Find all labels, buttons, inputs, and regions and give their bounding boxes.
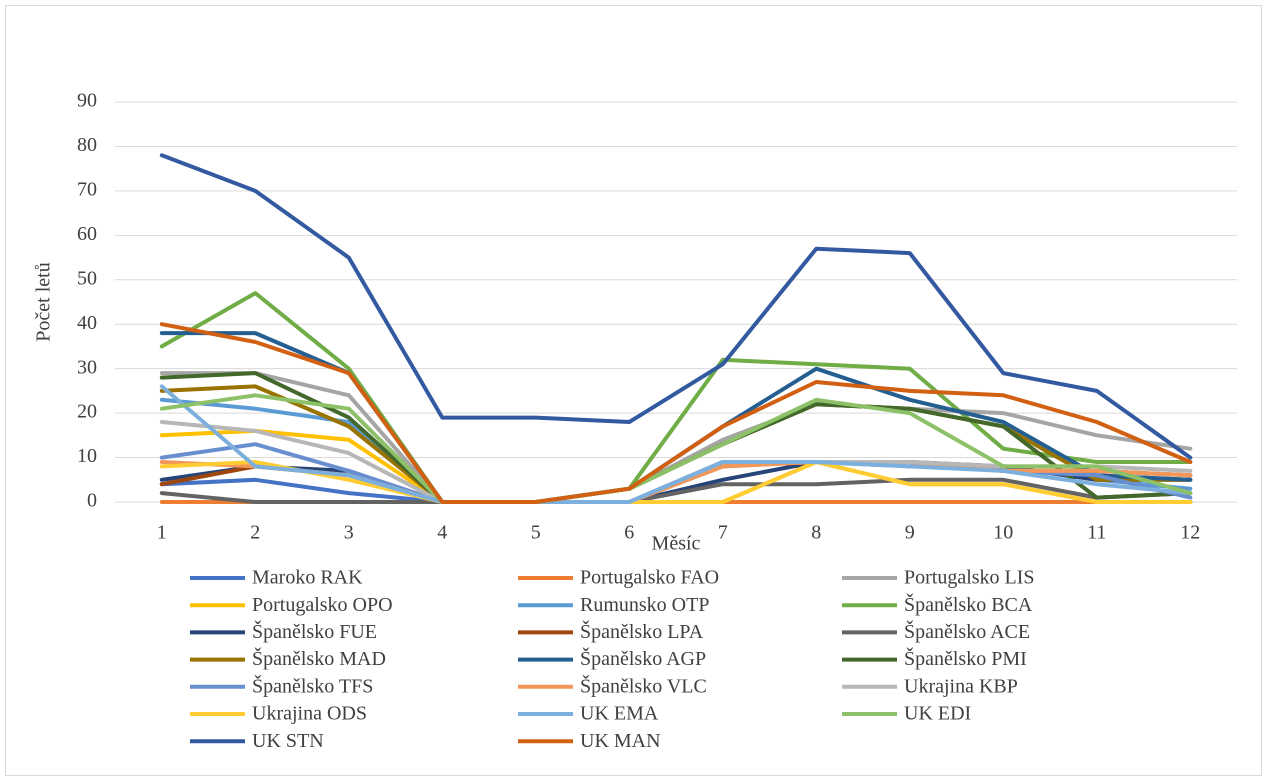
- y-tick-label: 30: [77, 356, 97, 378]
- legend-label: Španělsko PMI: [904, 646, 1027, 670]
- legend-label: UK MAN: [580, 730, 661, 752]
- y-tick-label: 0: [87, 490, 97, 512]
- x-tick-label: 3: [344, 522, 354, 544]
- legend-label: Španělsko ACE: [904, 619, 1030, 643]
- x-tick-label: 1: [157, 522, 167, 544]
- x-tick-label: 12: [1180, 522, 1200, 544]
- legend-label: Španělsko BCA: [904, 592, 1033, 616]
- legend-label: Španělsko FUE: [252, 619, 377, 643]
- legend-label: Španělsko MAD: [252, 646, 386, 670]
- series-line: [159, 460, 1193, 504]
- legend-label: Španělsko VLC: [580, 673, 707, 697]
- x-axis-title: Měsíc: [652, 533, 701, 555]
- series-line: [159, 322, 1193, 504]
- legend-label: Portugalsko LIS: [904, 567, 1035, 589]
- x-tick-label: 4: [437, 522, 447, 544]
- y-tick-label: 20: [77, 401, 97, 423]
- series-line: [159, 291, 1193, 504]
- series-line: [159, 393, 1193, 504]
- x-tick-label: 8: [811, 522, 821, 544]
- series-line: [159, 384, 1193, 504]
- x-tick-label: 7: [718, 522, 728, 544]
- legend-label: UK EDI: [904, 703, 971, 725]
- legend-label: Maroko RAK: [252, 567, 363, 589]
- legend-label: Španělsko LPA: [580, 619, 704, 643]
- legend-label: Portugalsko OPO: [252, 594, 393, 616]
- legend-label: Ukrajina KBP: [904, 675, 1018, 697]
- y-axis-title: Počet letů: [33, 262, 55, 341]
- y-tick-label: 10: [77, 445, 97, 467]
- y-tick-label: 90: [77, 90, 97, 112]
- chart-frame: [5, 5, 1262, 776]
- legend-label: Španělsko TFS: [252, 673, 373, 697]
- y-tick-label: 50: [77, 267, 97, 289]
- legend-label: Ukrajina ODS: [252, 703, 367, 725]
- x-tick-label: 9: [905, 522, 915, 544]
- legend-label: UK EMA: [580, 703, 659, 725]
- x-tick-label: 11: [1087, 522, 1106, 544]
- legend-label: Španělsko AGP: [580, 646, 706, 670]
- series-line: [159, 153, 1193, 460]
- y-tick-label: 80: [77, 134, 97, 156]
- series-line: [159, 460, 1193, 504]
- y-tick-label: 70: [77, 178, 97, 200]
- x-tick-label: 5: [531, 522, 541, 544]
- x-tick-label: 2: [250, 522, 260, 544]
- legend-label: UK STN: [252, 730, 324, 752]
- legend-label: Rumunsko OTP: [580, 594, 709, 616]
- x-tick-label: 10: [993, 522, 1013, 544]
- y-tick-label: 40: [77, 312, 97, 334]
- x-tick-label: 6: [624, 522, 634, 544]
- series-line: [159, 477, 1193, 504]
- y-tick-label: 60: [77, 223, 97, 245]
- legend-label: Portugalsko FAO: [580, 567, 719, 589]
